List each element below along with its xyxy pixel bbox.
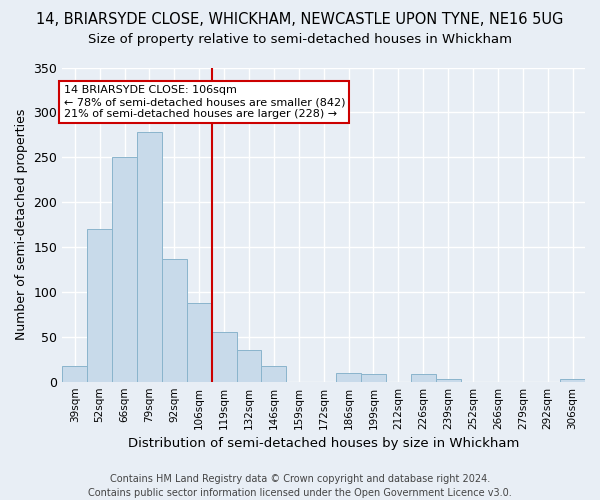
Bar [212,332,236,382]
Y-axis label: Number of semi-detached properties: Number of semi-detached properties [15,109,28,340]
Bar [436,379,461,382]
Bar [560,379,585,382]
Text: 14, BRIARSYDE CLOSE, WHICKHAM, NEWCASTLE UPON TYNE, NE16 5UG: 14, BRIARSYDE CLOSE, WHICKHAM, NEWCASTLE… [37,12,563,28]
Bar [236,350,262,382]
X-axis label: Distribution of semi-detached houses by size in Whickham: Distribution of semi-detached houses by … [128,437,520,450]
Text: 14 BRIARSYDE CLOSE: 106sqm
← 78% of semi-detached houses are smaller (842)
21% o: 14 BRIARSYDE CLOSE: 106sqm ← 78% of semi… [64,86,345,118]
Text: Contains HM Land Registry data © Crown copyright and database right 2024.
Contai: Contains HM Land Registry data © Crown c… [88,474,512,498]
Bar [262,366,286,382]
Bar [162,258,187,382]
Bar [187,302,212,382]
Text: Size of property relative to semi-detached houses in Whickham: Size of property relative to semi-detach… [88,32,512,46]
Bar [62,366,87,382]
Bar [137,132,162,382]
Bar [336,372,361,382]
Bar [411,374,436,382]
Bar [361,374,386,382]
Bar [112,158,137,382]
Bar [87,229,112,382]
